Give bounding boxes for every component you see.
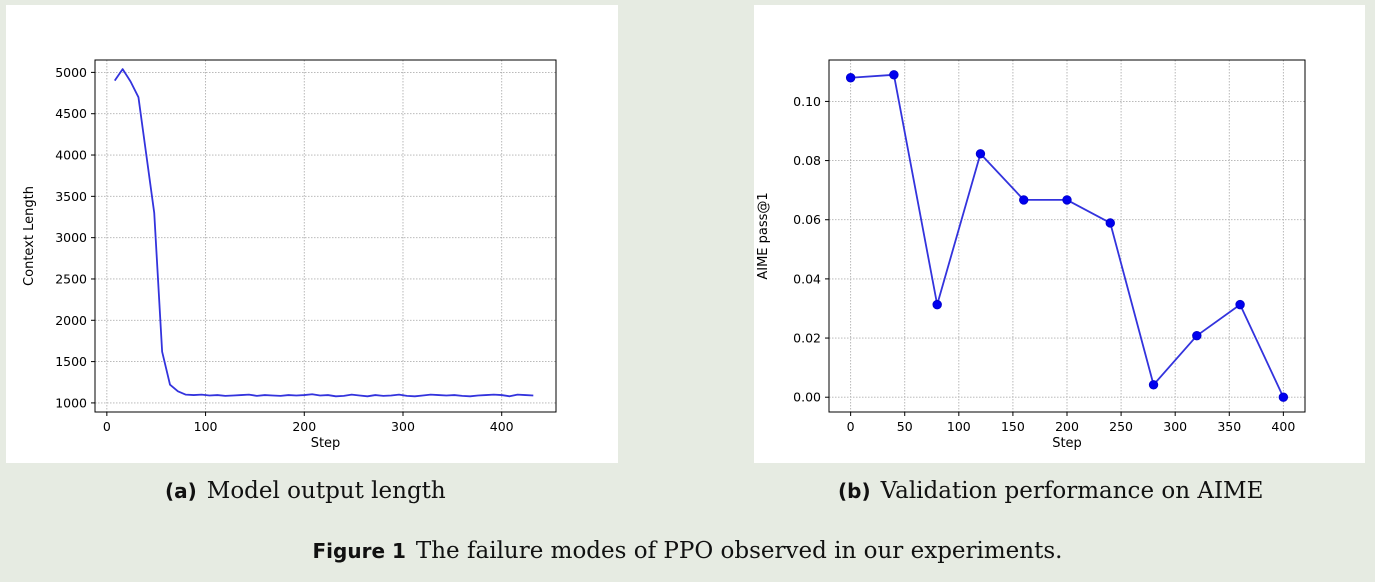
x-axis-label: Step <box>1052 436 1082 451</box>
x-tick-label: 200 <box>292 419 316 434</box>
data-point <box>889 70 899 80</box>
output-length-chart: 0 100 200 300 400 1000 1500 2000 2500 3000 3500 400… <box>22 59 557 451</box>
y-tick-label: 2500 <box>55 271 87 286</box>
subcaption-b-label: (b) <box>838 479 871 503</box>
subcaption-a-label: (a) <box>165 479 197 503</box>
plot-frame <box>828 59 1306 413</box>
data-point <box>1105 218 1115 228</box>
y-tick-label: 0.00 <box>793 390 821 405</box>
y-tick-label: 0.10 <box>793 94 821 109</box>
x-axis-label: Step <box>311 436 341 451</box>
x-tick-label: 150 <box>1001 419 1025 434</box>
x-tick-label: 0 <box>847 419 855 434</box>
chart-panel-aime-performance: 0 50 100 150 200 250 300 350 400 0.00 0.02 0.04 0.06… <box>754 5 1365 463</box>
y-tick-label: 1500 <box>55 354 87 369</box>
x-tick-label: 350 <box>1217 419 1241 434</box>
y-axis-label: Context Length <box>22 186 37 286</box>
x-tick-label: 50 <box>897 419 913 434</box>
x-tick-label: 400 <box>1271 419 1295 434</box>
subcaption-a-text: Model output length <box>206 478 446 504</box>
x-tick-label: 300 <box>391 419 415 434</box>
y-tick-label: 5000 <box>55 65 87 80</box>
figure-caption: Figure 1 The failure modes of PPO observe… <box>0 538 1375 564</box>
y-tick-label: 3000 <box>55 230 87 245</box>
subcaption-b: (b) Validation performance on AIME <box>838 478 1263 504</box>
data-point <box>1192 330 1202 341</box>
data-point <box>1235 299 1245 310</box>
data-point <box>932 299 942 310</box>
data-point <box>975 149 986 159</box>
y-tick-label: 3500 <box>55 189 87 204</box>
y-tick-label: 0.08 <box>793 153 821 168</box>
data-point <box>845 73 856 83</box>
y-tick-label: 0.02 <box>793 331 821 346</box>
subcaption-b-text: Validation performance on AIME <box>880 478 1264 504</box>
chart-panel-output-length: 0 100 200 300 400 1000 1500 2000 2500 3000 3500 400… <box>6 5 618 463</box>
data-point <box>1148 380 1159 390</box>
y-axis-label: AIME pass@1 <box>756 192 771 279</box>
aime-performance-chart: 0 50 100 150 200 250 300 350 400 0.00 0.02 0.04 0.06… <box>756 59 1306 451</box>
data-point <box>1278 392 1289 402</box>
data-point <box>1019 195 1029 205</box>
x-tick-label: 200 <box>1055 419 1079 434</box>
y-tick-label: 4000 <box>55 148 87 163</box>
x-tick-label: 100 <box>194 419 218 434</box>
data-point <box>1062 195 1072 205</box>
y-tick-label: 0.06 <box>793 212 821 227</box>
y-tick-label: 2000 <box>55 313 87 328</box>
y-tick-label: 0.04 <box>793 271 821 286</box>
subcaption-a: (a) Model output length <box>165 478 446 504</box>
x-tick-label: 250 <box>1109 419 1133 434</box>
x-tick-label: 400 <box>490 419 514 434</box>
y-tick-label: 1000 <box>55 395 87 410</box>
x-tick-label: 0 <box>103 419 111 434</box>
x-tick-label: 300 <box>1163 419 1187 434</box>
y-tick-label: 4500 <box>55 106 87 121</box>
plot-frame <box>94 59 557 413</box>
x-tick-label: 100 <box>947 419 971 434</box>
series-line <box>113 68 534 398</box>
figure-caption-text: The failure modes of PPO observed in our… <box>415 538 1063 564</box>
figure-caption-label: Figure 1 <box>312 539 406 563</box>
